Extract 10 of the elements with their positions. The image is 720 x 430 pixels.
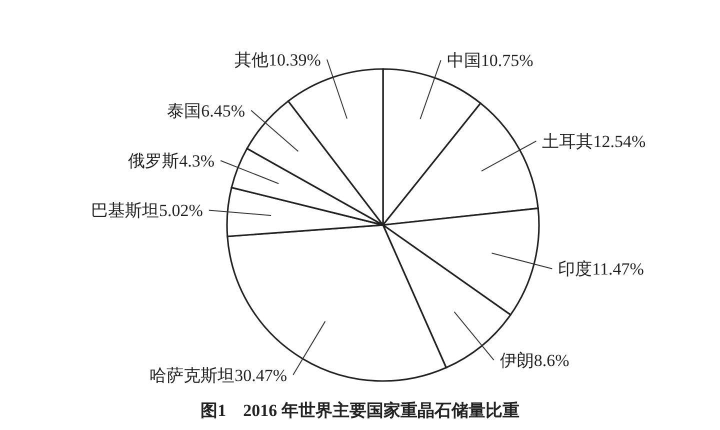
slice-label: 其他10.39% — [234, 50, 321, 70]
slice-label: 哈萨克斯坦30.47% — [150, 366, 288, 385]
slice-label: 巴基斯坦5.02% — [90, 201, 203, 220]
slice-label: 印度11.47% — [558, 260, 644, 279]
slice-label: 伊朗8.6% — [500, 351, 570, 370]
slice-label: 泰国6.45% — [167, 101, 246, 120]
slice-label: 俄罗斯4.3% — [128, 152, 215, 171]
text: 图1 2016 年世界主要国家重晶石储量比重 — [200, 401, 520, 420]
slice-label: 土耳其12.54% — [542, 132, 646, 152]
slice-label: 中国10.75% — [446, 51, 534, 70]
